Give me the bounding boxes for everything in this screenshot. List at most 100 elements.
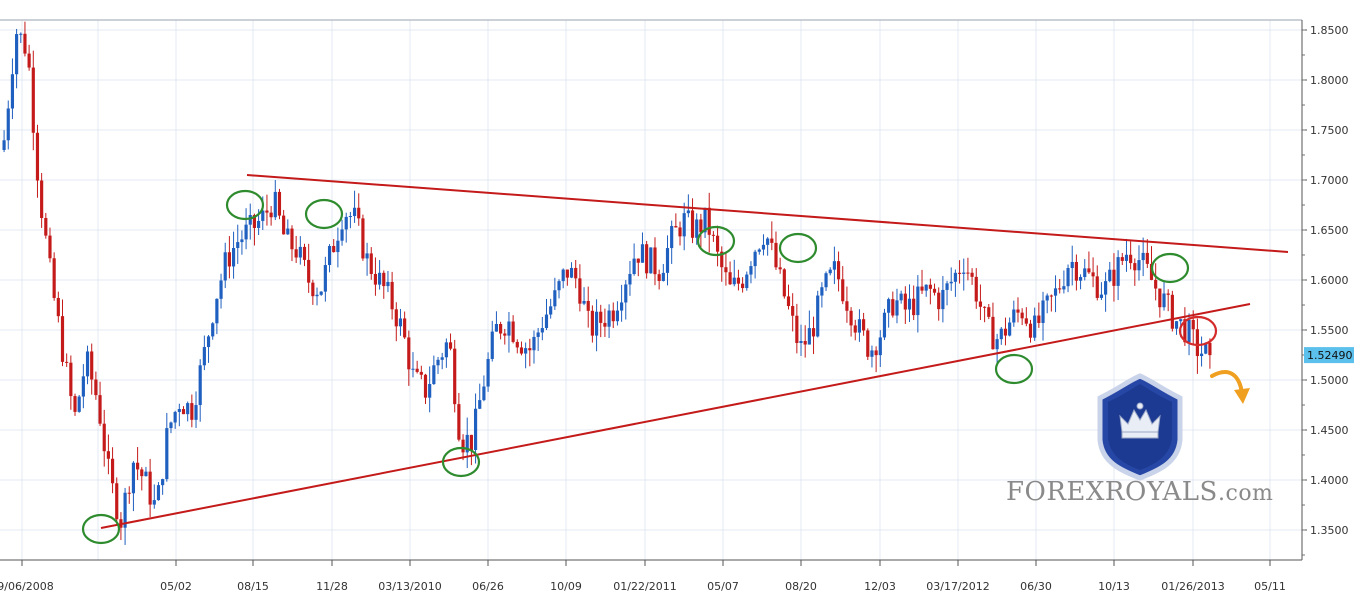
- candle-body: [428, 384, 432, 398]
- candle-body: [1003, 328, 1008, 336]
- candle-body: [1012, 309, 1016, 323]
- annotation-circles: [81, 189, 1250, 545]
- candle-body: [903, 293, 907, 310]
- candle-body: [949, 281, 953, 284]
- candle-body: [2, 140, 6, 150]
- candle-body: [378, 272, 382, 285]
- candle-body: [302, 246, 307, 260]
- candle-body: [252, 215, 257, 228]
- candle-body: [703, 207, 707, 233]
- candle-body: [824, 273, 828, 288]
- x-tick-label: 05/07: [707, 580, 739, 593]
- candle-body: [786, 296, 791, 307]
- candle-body: [882, 312, 887, 338]
- candle-body: [565, 269, 569, 278]
- candle-body: [1199, 353, 1204, 357]
- candle-body: [1104, 281, 1108, 295]
- candle-body: [1166, 293, 1170, 295]
- candle-body: [745, 274, 749, 289]
- x-tick-label: 10/09: [550, 580, 582, 593]
- candle-body: [645, 244, 649, 274]
- candle-body: [219, 280, 223, 299]
- x-tick-label: 09/06/2008: [0, 580, 54, 593]
- candle-body: [482, 386, 486, 401]
- candle-body: [594, 311, 599, 336]
- candle-body: [448, 342, 453, 349]
- candle-body: [920, 286, 924, 291]
- candle-body: [1074, 261, 1078, 281]
- candle-body: [169, 422, 173, 429]
- axes: 1.3500 1.4000 1.4500 1.5000 1.5500 1.6000 1.65…: [0, 19, 1354, 593]
- candle-body: [215, 298, 219, 324]
- candle-body: [578, 278, 582, 304]
- candle-body: [690, 210, 695, 238]
- candle-body: [123, 492, 127, 528]
- x-tick-label: 03/13/2010: [378, 580, 441, 593]
- highlight-circle: [225, 189, 265, 221]
- candle-body: [770, 238, 774, 243]
- x-tick-label: 06/30: [1020, 580, 1052, 593]
- candle-body: [1078, 277, 1083, 281]
- candle-body: [327, 246, 332, 266]
- candle-body: [352, 207, 357, 217]
- candle-body: [887, 299, 891, 313]
- candle-body: [298, 246, 302, 258]
- candle-body: [962, 272, 966, 274]
- candle-body: [544, 314, 549, 329]
- candle-body: [23, 33, 27, 54]
- candle-body: [286, 228, 290, 235]
- candle-body: [832, 261, 836, 270]
- candle-body: [699, 219, 703, 233]
- breakout-circle: [1178, 315, 1218, 347]
- watermark-suffix: .com: [1218, 481, 1273, 506]
- candle-body: [778, 267, 782, 270]
- candle-body: [294, 249, 298, 258]
- candle-body: [953, 272, 957, 282]
- x-tick-label: 08/15: [237, 580, 269, 593]
- candle-body: [1037, 315, 1041, 323]
- grid-lines: [0, 20, 1302, 560]
- candle-body: [1070, 261, 1074, 269]
- x-tick-label: 10/13: [1098, 580, 1130, 593]
- candle-body: [494, 323, 499, 332]
- candle-body: [1062, 286, 1066, 290]
- candle-body: [1028, 323, 1033, 338]
- candle-body: [674, 226, 678, 228]
- candle-body: [782, 269, 786, 297]
- highlight-circle: [304, 198, 344, 230]
- candle-body: [653, 247, 657, 275]
- candle-body: [657, 274, 661, 281]
- candle-body: [461, 439, 465, 453]
- candle-body: [891, 299, 895, 316]
- candle-body: [549, 306, 553, 315]
- candle-body: [69, 362, 73, 397]
- candle-body: [524, 348, 528, 354]
- candle-body: [269, 212, 273, 218]
- candle-body: [841, 279, 845, 302]
- candle-body: [665, 248, 670, 273]
- candle-body: [624, 284, 628, 303]
- x-tick-label: 01/22/2011: [613, 580, 676, 593]
- candle-body: [332, 246, 336, 253]
- candle-body: [741, 283, 745, 289]
- candle-body: [273, 191, 277, 218]
- candle-body: [628, 273, 632, 285]
- candle-body: [1137, 260, 1141, 271]
- candle-body: [127, 492, 131, 494]
- candle-body: [282, 215, 286, 235]
- candle-body: [365, 253, 369, 259]
- candle-body: [736, 277, 741, 284]
- candle-body: [248, 215, 252, 225]
- highlight-circle: [778, 232, 818, 264]
- candle-body: [586, 300, 590, 311]
- candle-body: [1191, 319, 1195, 330]
- candle-body: [1187, 319, 1191, 343]
- candle-body: [190, 403, 194, 420]
- candle-body: [6, 108, 10, 141]
- candle-body: [27, 53, 31, 68]
- downward-arrow: [1210, 370, 1250, 404]
- candle-body: [440, 357, 444, 360]
- candle-body: [932, 288, 937, 293]
- candle-body: [707, 207, 711, 235]
- candle-body: [457, 404, 461, 440]
